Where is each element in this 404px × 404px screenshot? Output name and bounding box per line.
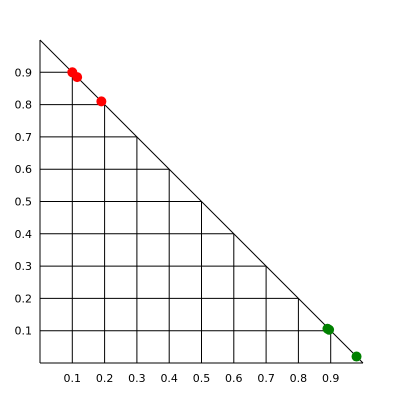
x-tick-label-1: 0.2	[96, 372, 114, 385]
diagonal-line	[39, 39, 364, 364]
x-tick-label-6: 0.7	[257, 372, 275, 385]
y-tick-label-3: 0.4	[15, 228, 33, 241]
y-tick-label-4: 0.5	[15, 196, 33, 209]
x-axis-ticks: 0.1 0.2 0.3 0.4 0.5 0.6 0.7 0.8 0.9	[64, 372, 340, 385]
x-tick-label-5: 0.6	[225, 372, 243, 385]
data-point-s1-1	[324, 324, 335, 335]
y-axis-ticks: 0.1 0.2 0.3 0.4 0.5 0.6 0.7 0.8 0.9	[15, 66, 33, 337]
y-tick-label-8: 0.9	[15, 66, 33, 79]
data-point-s1-2	[351, 351, 362, 362]
data-point-s0-1	[72, 72, 83, 83]
grid	[40, 71, 332, 363]
y-tick-label-2: 0.3	[15, 260, 33, 273]
y-tick-label-6: 0.7	[15, 131, 33, 144]
data-point-s0-2	[96, 96, 107, 107]
x-tick-label-3: 0.4	[160, 372, 178, 385]
plot-frame	[39, 39, 364, 364]
y-tick-label-5: 0.6	[15, 163, 33, 176]
x-tick-label-4: 0.5	[193, 372, 211, 385]
data-points	[67, 67, 362, 362]
x-tick-label-0: 0.1	[64, 372, 82, 385]
x-tick-label-7: 0.8	[290, 372, 308, 385]
y-tick-label-0: 0.1	[15, 325, 33, 338]
x-tick-label-2: 0.3	[128, 372, 146, 385]
x-tick-label-8: 0.9	[322, 372, 340, 385]
y-tick-label-1: 0.2	[15, 292, 33, 305]
y-tick-label-7: 0.8	[15, 99, 33, 112]
